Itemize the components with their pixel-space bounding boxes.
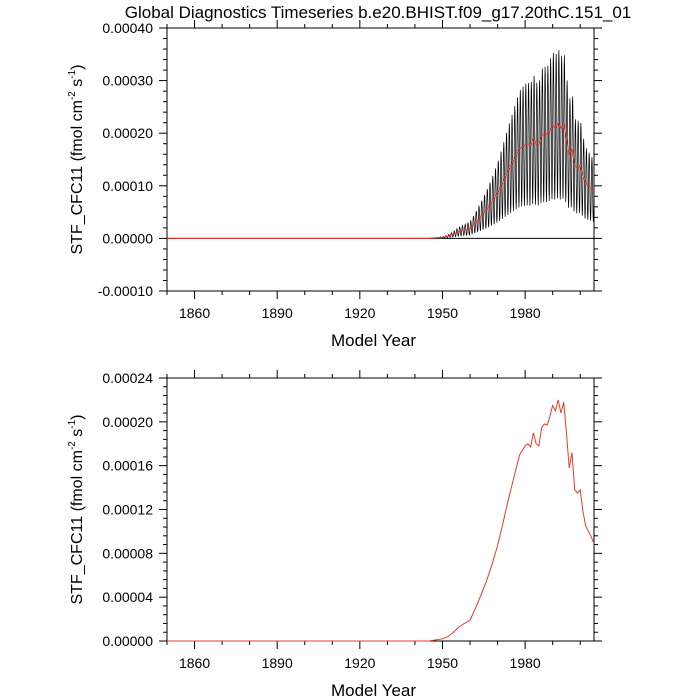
panel-bottom: 1860 1890 1920 1950 1980 0.00000 0.00004 0.0000… bbox=[67, 370, 602, 700]
top-plot-frame bbox=[166, 27, 595, 292]
bottom-series-annual-line bbox=[167, 399, 595, 642]
top-y-tick-label: 0.00030 bbox=[102, 73, 153, 89]
top-y-tick-label: 0.00040 bbox=[102, 20, 153, 36]
top-y-axis-title-base: STF_CFC11 (fmol cm bbox=[69, 100, 86, 254]
top-x-tick-label: 1890 bbox=[262, 305, 293, 321]
top-y-tick-label: 0.00010 bbox=[102, 178, 153, 194]
panel-top: 1860 1890 1920 1950 1980 -0.00010 0.00000 0.000… bbox=[67, 20, 602, 350]
top-x-tick-label: 1860 bbox=[179, 305, 210, 321]
top-x-tick-label: 1950 bbox=[427, 305, 458, 321]
bottom-y-axis-title-exp1: -2 bbox=[67, 441, 78, 450]
bottom-y-tick-label: 0.00000 bbox=[102, 633, 153, 649]
bottom-y-tick-label: 0.00020 bbox=[102, 414, 153, 430]
bottom-plot-frame bbox=[166, 377, 595, 642]
bottom-y-tick-label: 0.00016 bbox=[102, 458, 153, 474]
bottom-x-tick-label: 1980 bbox=[510, 655, 541, 671]
top-y-axis-title: STF_CFC11 (fmol cm-2 s-1) bbox=[67, 65, 86, 255]
bottom-x-tick-label: 1950 bbox=[427, 655, 458, 671]
bottom-y-axis-title-exp2: -1 bbox=[67, 419, 78, 428]
bottom-y-axis-title: STF_CFC11 (fmol cm-2 s-1) bbox=[67, 415, 86, 605]
top-y-tick-label: 0.00020 bbox=[102, 125, 153, 141]
bottom-x-tick-label: 1920 bbox=[344, 655, 375, 671]
top-series-monthly-line bbox=[167, 50, 595, 239]
bottom-y-axis-title-base: STF_CFC11 (fmol cm bbox=[69, 450, 86, 604]
bottom-y-axis-title-mid: s bbox=[69, 429, 86, 441]
bottom-y-axis-title-end: ) bbox=[69, 415, 86, 420]
top-x-tick-label: 1920 bbox=[344, 305, 375, 321]
top-y-tick-label: -0.00010 bbox=[98, 283, 153, 299]
bottom-x-tick-label: 1890 bbox=[262, 655, 293, 671]
bottom-y-tick-label: 0.00004 bbox=[102, 589, 153, 605]
bottom-y-tick-label: 0.00012 bbox=[102, 502, 153, 518]
figure-title: Global Diagnostics Timeseries b.e20.BHIS… bbox=[125, 3, 632, 22]
bottom-y-tick-label: 0.00008 bbox=[102, 545, 153, 561]
bottom-y-tick-label: 0.00024 bbox=[102, 370, 153, 386]
top-x-axis-title: Model Year bbox=[331, 331, 416, 350]
top-y-tick-label: 0.00000 bbox=[102, 230, 153, 246]
top-y-axis-title-mid: s bbox=[69, 79, 86, 91]
top-y-axis-title-exp2: -1 bbox=[67, 69, 78, 78]
top-series-annual-line bbox=[167, 121, 595, 239]
top-x-tick-label: 1980 bbox=[510, 305, 541, 321]
top-y-axis-title-exp1: -2 bbox=[67, 91, 78, 100]
top-y-axis-title-end: ) bbox=[69, 65, 86, 70]
bottom-x-axis-title: Model Year bbox=[331, 681, 416, 700]
bottom-x-tick-label: 1860 bbox=[179, 655, 210, 671]
